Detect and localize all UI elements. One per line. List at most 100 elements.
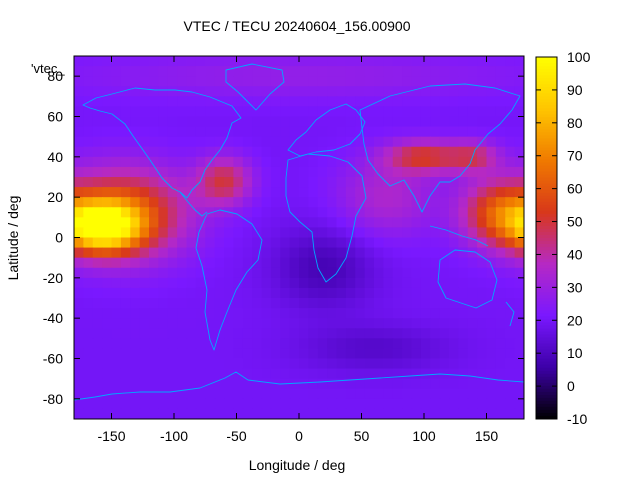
heatmap-cell [120,298,131,309]
heatmap-cell [299,287,309,299]
heatmap-cell [177,277,188,289]
heatmap-cell [167,96,178,108]
heatmap-cell [430,287,441,299]
heatmap-cell [495,308,506,319]
heatmap-cell [74,237,84,249]
heatmap-cell [261,308,272,319]
heatmap-cell [327,146,338,158]
heatmap-cell [92,197,103,208]
heatmap-cell [74,177,84,188]
heatmap-cell [411,378,422,390]
heatmap-cell [411,298,422,309]
colorbar-swatch [536,385,557,390]
colorbar-swatch [536,180,557,185]
heatmap-cell [430,56,441,67]
heatmap-cell [514,277,524,289]
heatmap-cell [327,408,338,419]
heatmap-cell [102,146,113,158]
heatmap-cell [242,398,253,410]
heatmap-cell [383,298,394,309]
heatmap-cell [486,267,497,279]
heatmap-cell [130,237,141,249]
heatmap-cell [233,146,244,158]
heatmap-cell [402,136,413,148]
colorbar-swatch [536,319,557,323]
colorbar-tick-label: 0 [567,378,575,394]
colorbar-swatch [536,262,557,266]
heatmap-cell [214,298,225,309]
heatmap-cell [186,187,197,198]
heatmap-cell [186,177,197,188]
heatmap-cell [195,76,206,87]
heatmap-cell [177,298,188,309]
heatmap-cell [336,368,347,380]
heatmap-cell [495,166,506,178]
heatmap-cell [439,287,450,299]
heatmap-cell [83,408,94,419]
colorbar-swatch [536,397,557,402]
heatmap-cell [514,126,524,138]
heatmap-cell [130,207,141,218]
heatmap-cell [505,318,516,329]
heatmap-cell [299,207,309,218]
heatmap-cell [439,207,450,218]
heatmap-cell [345,66,356,77]
heatmap-cell [336,318,347,329]
heatmap-cell [195,338,206,350]
x-tick-label: -100 [160,428,188,444]
heatmap-cell [186,368,197,380]
heatmap-cell [74,187,84,198]
heatmap-cell [467,308,478,319]
heatmap-cell [449,408,459,419]
heatmap-cell [486,76,497,87]
heatmap-cell [224,358,234,370]
coast-greenland [225,63,285,111]
heatmap-cell [289,146,300,158]
heatmap-cell [364,408,375,419]
heatmap-cell [308,227,319,239]
heatmap-cell [205,76,216,87]
heatmap-cell [336,217,347,229]
heatmap-cell [167,368,178,380]
heatmap-cell [120,368,131,380]
heatmap-cell [74,338,84,350]
heatmap-cell [205,106,216,118]
heatmap-cell [102,177,113,188]
heatmap-cell [149,126,159,138]
heatmap-cell [130,287,141,299]
heatmap-cell [364,227,375,239]
heatmap-cell [242,56,253,67]
heatmap-cell [420,66,431,77]
heatmap-cell [383,267,394,279]
heatmap-cell [458,106,469,118]
colorbar-swatch [536,322,557,326]
heatmap-cell [439,318,450,329]
heatmap-cell [280,368,291,380]
heatmap-cell [402,298,413,309]
heatmap-cell [308,66,319,77]
coast-africa [285,153,367,283]
heatmap-cell [233,116,244,128]
colorbar-swatch [536,328,557,333]
heatmap-cell [355,358,366,370]
heatmap-cell [242,126,253,138]
heatmap-cell [120,328,131,339]
heatmap-cell [430,156,441,168]
heatmap-cell [149,146,159,158]
heatmap-cell [411,368,422,380]
heatmap-cell [383,338,394,350]
heatmap-cell [317,277,328,289]
heatmap-cell [420,197,431,208]
heatmap-cell [224,136,234,148]
heatmap-cell [74,156,84,168]
heatmap-cell [364,277,375,289]
heatmap-cell [205,308,216,319]
heatmap-cell [205,126,216,138]
heatmap-cell [514,207,524,218]
heatmap-cell [486,308,497,319]
heatmap-cell [252,96,263,108]
heatmap-cell [270,227,281,239]
colorbar-swatch [536,207,557,212]
heatmap-cell [505,388,516,400]
heatmap-cell [195,56,206,67]
